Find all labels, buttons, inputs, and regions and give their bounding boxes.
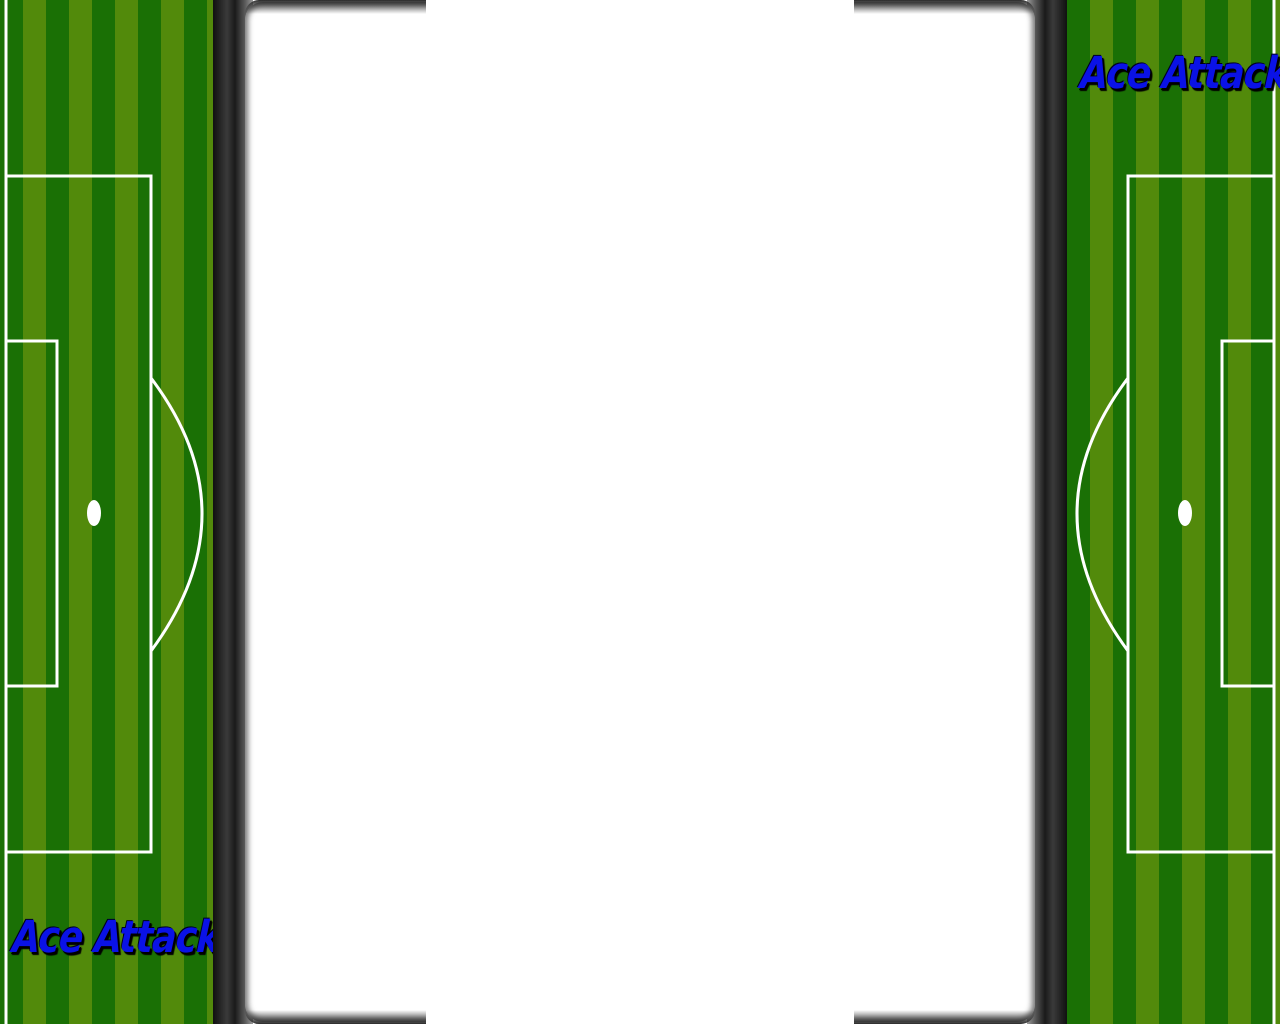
right-pitch-artwork: [1067, 0, 1280, 1024]
game-logo-bottom-left: Ace Attacker: [11, 912, 213, 963]
right-penalty-arc: [1075, 377, 1130, 652]
left-pitch-markings: [4, 0, 204, 1024]
right-goal-area: [1220, 339, 1276, 688]
right-penalty-spot: [1178, 500, 1192, 526]
left-pitch-artwork: Ace Attacker: [0, 0, 213, 1024]
left-penalty-box: [4, 174, 153, 854]
left-penalty-arc: [149, 377, 204, 652]
left-goal-area: [4, 339, 59, 688]
left-penalty-spot: [87, 500, 101, 526]
game-logo-top-right: Ace Attacker: [1079, 48, 1280, 99]
right-pitch-markings: [1075, 0, 1276, 1024]
right-penalty-box: [1126, 174, 1276, 854]
game-screen-center: [426, 0, 854, 1024]
